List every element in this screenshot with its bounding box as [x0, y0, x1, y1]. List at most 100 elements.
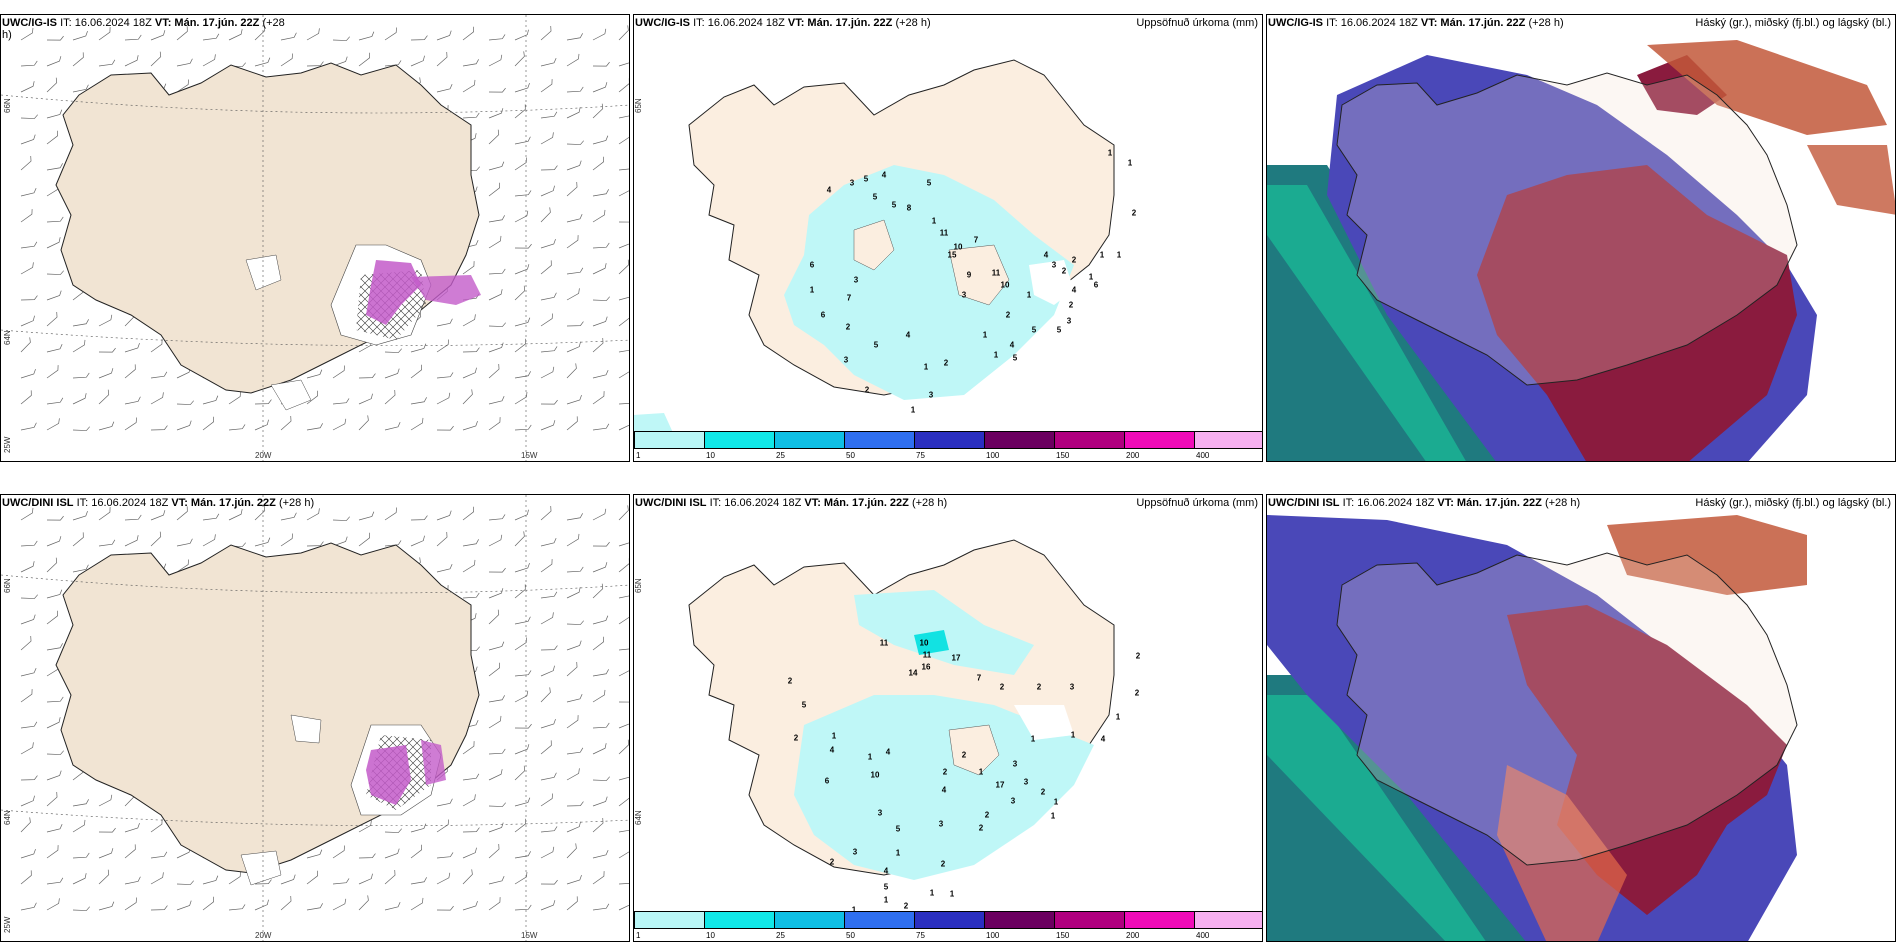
wind-barb — [488, 342, 504, 353]
wind-barb — [384, 507, 397, 521]
wind-barb — [618, 57, 629, 67]
wind-barb — [540, 900, 556, 911]
wind-barb — [514, 104, 526, 119]
lead-time-cont: h) — [2, 29, 12, 41]
wind-barb — [358, 373, 376, 379]
wind-barb — [20, 315, 35, 327]
precip-value-label: 1 — [993, 350, 999, 360]
colorbar-label: 10 — [706, 931, 715, 940]
wind-barb — [514, 51, 525, 67]
colorbar-swatch — [704, 911, 775, 929]
precip-value-label: 1 — [851, 905, 857, 915]
precip-value-label: 8 — [906, 203, 912, 213]
precip-value-label: 6 — [809, 260, 815, 270]
wind-barb — [566, 267, 584, 275]
precip-value-label: 1 — [982, 330, 988, 340]
precip-value-label: 3 — [853, 275, 859, 285]
wind-barb — [462, 539, 479, 547]
iceland-land — [55, 542, 480, 874]
colorbar-swatch — [1054, 431, 1125, 449]
wind-barb — [358, 415, 369, 431]
colorbar-label: 50 — [846, 451, 855, 460]
wind-barb — [540, 399, 558, 405]
panel-title: Uppsöfnuð úrkoma (mm) — [1136, 17, 1258, 29]
wind-barb — [488, 289, 503, 301]
wind-barb — [20, 849, 36, 859]
precip-value-label: 11 — [879, 638, 889, 648]
wind-barb — [566, 896, 578, 911]
wind-barb — [540, 420, 556, 431]
wind-barb — [618, 398, 629, 405]
colorbar-label: 25 — [776, 931, 785, 940]
precip-value-label: 5 — [926, 178, 932, 188]
wind-barb — [228, 904, 246, 911]
wind-barb — [124, 34, 142, 41]
wind-barb — [176, 400, 194, 405]
wind-barb — [592, 209, 606, 223]
wind-barb — [410, 417, 424, 431]
precip-value-label: 11 — [939, 228, 949, 238]
wind-barb — [514, 190, 532, 197]
wind-barb — [514, 723, 532, 729]
wind-barb — [488, 322, 506, 327]
colorbar-swatch — [914, 911, 985, 929]
wind-barb — [46, 696, 64, 703]
wind-barb — [592, 337, 604, 353]
wind-barb — [124, 417, 137, 431]
wind-barb — [592, 135, 609, 145]
wind-barb — [436, 510, 452, 521]
wind-barb — [384, 389, 396, 405]
wind-barb — [306, 508, 320, 521]
colorbar-swatch — [1194, 431, 1262, 449]
wind-barb — [20, 668, 37, 677]
wind-barb — [98, 848, 114, 859]
wind-barb — [566, 620, 584, 625]
wind-barb — [280, 533, 293, 547]
lat-label: 64N — [634, 810, 643, 825]
wind-map-svg — [1, 15, 629, 461]
wind-barb — [150, 510, 166, 521]
wind-barb — [592, 850, 609, 859]
wind-barb — [46, 824, 63, 833]
colorbar-label: 25 — [776, 451, 785, 460]
precip-value-label: 2 — [961, 750, 967, 760]
land-outline — [1336, 72, 1798, 386]
wind-barb — [358, 393, 373, 405]
wind-barb — [514, 210, 529, 223]
wind-barb — [592, 508, 607, 521]
wind-barb — [540, 645, 558, 651]
wind-barb — [618, 312, 629, 327]
high-cloud-orange — [1647, 40, 1887, 135]
wind-barb — [592, 28, 607, 41]
wind-barb — [514, 851, 531, 859]
precip-value-label: 10 — [953, 242, 963, 252]
wind-barb — [462, 794, 476, 807]
wind-barb — [98, 368, 114, 379]
wind-barb — [540, 612, 554, 625]
wind-barb — [592, 562, 608, 573]
wind-barb — [306, 870, 319, 885]
lat-label: 25W — [3, 916, 12, 933]
wind-barb — [462, 79, 476, 93]
wind-barb — [306, 369, 323, 379]
panel-header: UWC/DINI ISL IT: 16.06.2024 18Z VT: Mán.… — [2, 497, 314, 509]
wind-barb — [618, 259, 629, 275]
wind-barb — [20, 114, 38, 119]
wind-barb — [540, 207, 551, 223]
wind-barb — [98, 827, 116, 833]
precip-value-label: 5 — [801, 700, 807, 710]
precip-value-label: 1 — [1026, 290, 1032, 300]
precip-value-label: 4 — [905, 330, 911, 340]
wind-barb — [410, 844, 423, 859]
valid-time: VT: Mán. 17.jún. 22Z — [804, 497, 909, 509]
colorbar-swatch — [984, 911, 1055, 929]
wind-barb — [592, 263, 607, 275]
precip-value-label: 3 — [1069, 682, 1075, 692]
wind-barb — [540, 719, 556, 729]
precip-value-label: 1 — [923, 362, 929, 372]
wind-barb — [540, 740, 552, 755]
model-name: UWC/DINI ISL — [2, 497, 74, 509]
lead-time: (+28 — [262, 17, 285, 29]
wind-barb — [436, 51, 448, 67]
wind-barb — [566, 875, 582, 885]
